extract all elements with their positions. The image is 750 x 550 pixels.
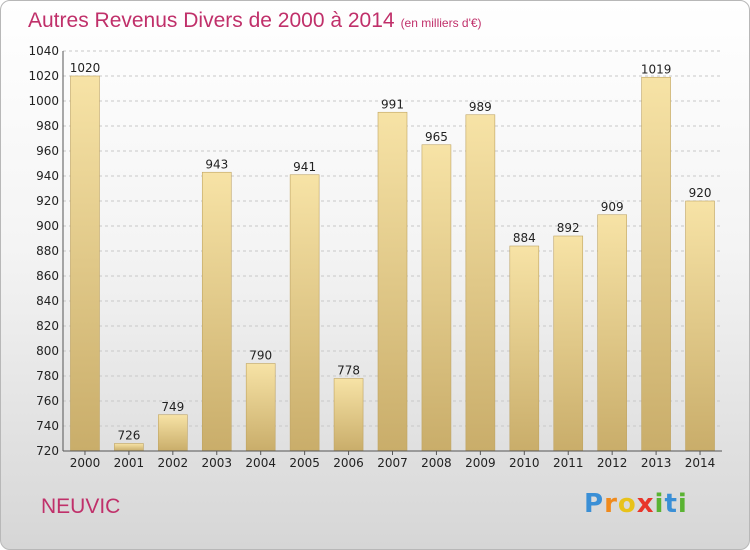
x-tick-label: 2013 <box>641 456 672 470</box>
bar <box>641 76 671 452</box>
place-name: NEUVIC <box>41 495 121 518</box>
y-tick-label: 760 <box>36 394 59 408</box>
logo-letter: x <box>636 489 655 519</box>
chart-title: Autres Revenus Divers de 2000 à 2014 (en … <box>28 9 482 33</box>
bar <box>553 235 584 452</box>
bar-value-label: 1020 <box>70 61 101 75</box>
y-tick-label: 740 <box>36 419 59 433</box>
y-tick-label: 960 <box>36 144 59 158</box>
bar-value-label: 991 <box>381 97 404 111</box>
logo-letter: i <box>654 489 665 519</box>
bar <box>333 378 364 452</box>
logo-letter: i <box>677 489 688 519</box>
bar-value-label: 1019 <box>641 62 672 76</box>
x-tick-label: 2014 <box>685 456 716 470</box>
bar-value-label: 943 <box>205 157 228 171</box>
x-tick-label: 2007 <box>377 456 408 470</box>
chart-title-text: Autres Revenus Divers de 2000 à 2014 <box>28 9 395 32</box>
x-tick-label: 2011 <box>553 456 584 470</box>
y-tick-label: 800 <box>36 344 59 358</box>
y-tick-label: 820 <box>36 319 59 333</box>
bar-value-label: 920 <box>689 186 712 200</box>
x-tick-label: 2009 <box>465 456 496 470</box>
bar <box>114 443 144 452</box>
bar-value-label: 778 <box>337 364 360 378</box>
y-tick-label: 860 <box>36 269 59 283</box>
chart-subtitle: (en milliers d'€) <box>400 16 482 30</box>
x-tick-label: 2002 <box>158 456 189 470</box>
logo-letter: o <box>617 489 637 519</box>
x-tick-label: 2005 <box>289 456 320 470</box>
bar <box>245 363 276 452</box>
bar <box>421 144 452 452</box>
bar <box>70 75 100 452</box>
x-tick-label: 2004 <box>245 456 276 470</box>
x-tick-label: 2012 <box>597 456 628 470</box>
axes: 720 740 760 780 800 820 840 860 880 900 920 940 960 9… <box>28 44 722 470</box>
logo-letter: t <box>664 489 678 519</box>
y-tick-label: 980 <box>36 119 59 133</box>
bar-value-label: 884 <box>513 231 536 245</box>
x-tick-label: 2006 <box>333 456 364 470</box>
x-tick-label: 2000 <box>70 456 101 470</box>
x-tick-label: 2003 <box>201 456 232 470</box>
y-tick-label: 840 <box>36 294 59 308</box>
bar <box>509 245 540 452</box>
bar <box>201 171 232 452</box>
y-tick-label: 940 <box>36 169 59 183</box>
bar-value-label: 941 <box>293 160 316 174</box>
bar <box>158 414 188 452</box>
bar-value-label: 965 <box>425 130 448 144</box>
bar-value-label: 790 <box>249 349 272 363</box>
x-tick-label: 2001 <box>114 456 145 470</box>
logo-letter: r <box>604 489 618 519</box>
bar <box>289 174 320 452</box>
bar <box>685 200 715 452</box>
y-tick-label: 1000 <box>28 94 59 108</box>
y-tick-label: 720 <box>36 444 59 458</box>
y-tick-label: 880 <box>36 244 59 258</box>
x-tick-label: 2008 <box>421 456 452 470</box>
proxiti-logo: Proxiti <box>584 489 688 519</box>
x-tick-label: 2010 <box>509 456 540 470</box>
y-tick-label: 920 <box>36 194 59 208</box>
bar <box>465 114 496 452</box>
y-tick-label: 900 <box>36 219 59 233</box>
y-tick-label: 1040 <box>28 44 59 58</box>
bar <box>597 214 627 452</box>
bar-value-label: 726 <box>117 429 140 443</box>
bar <box>377 111 408 452</box>
bars: 1020 726 749 943 790 941 778 991 965 989 884 892 909… <box>70 61 715 452</box>
bar-value-label: 892 <box>557 221 580 235</box>
bar-value-label: 909 <box>601 200 624 214</box>
logo-letter: P <box>584 489 605 519</box>
bar-value-label: 749 <box>161 400 184 414</box>
y-tick-label: 780 <box>36 369 59 383</box>
y-tick-label: 1020 <box>28 69 59 83</box>
bar-value-label: 989 <box>469 100 492 114</box>
